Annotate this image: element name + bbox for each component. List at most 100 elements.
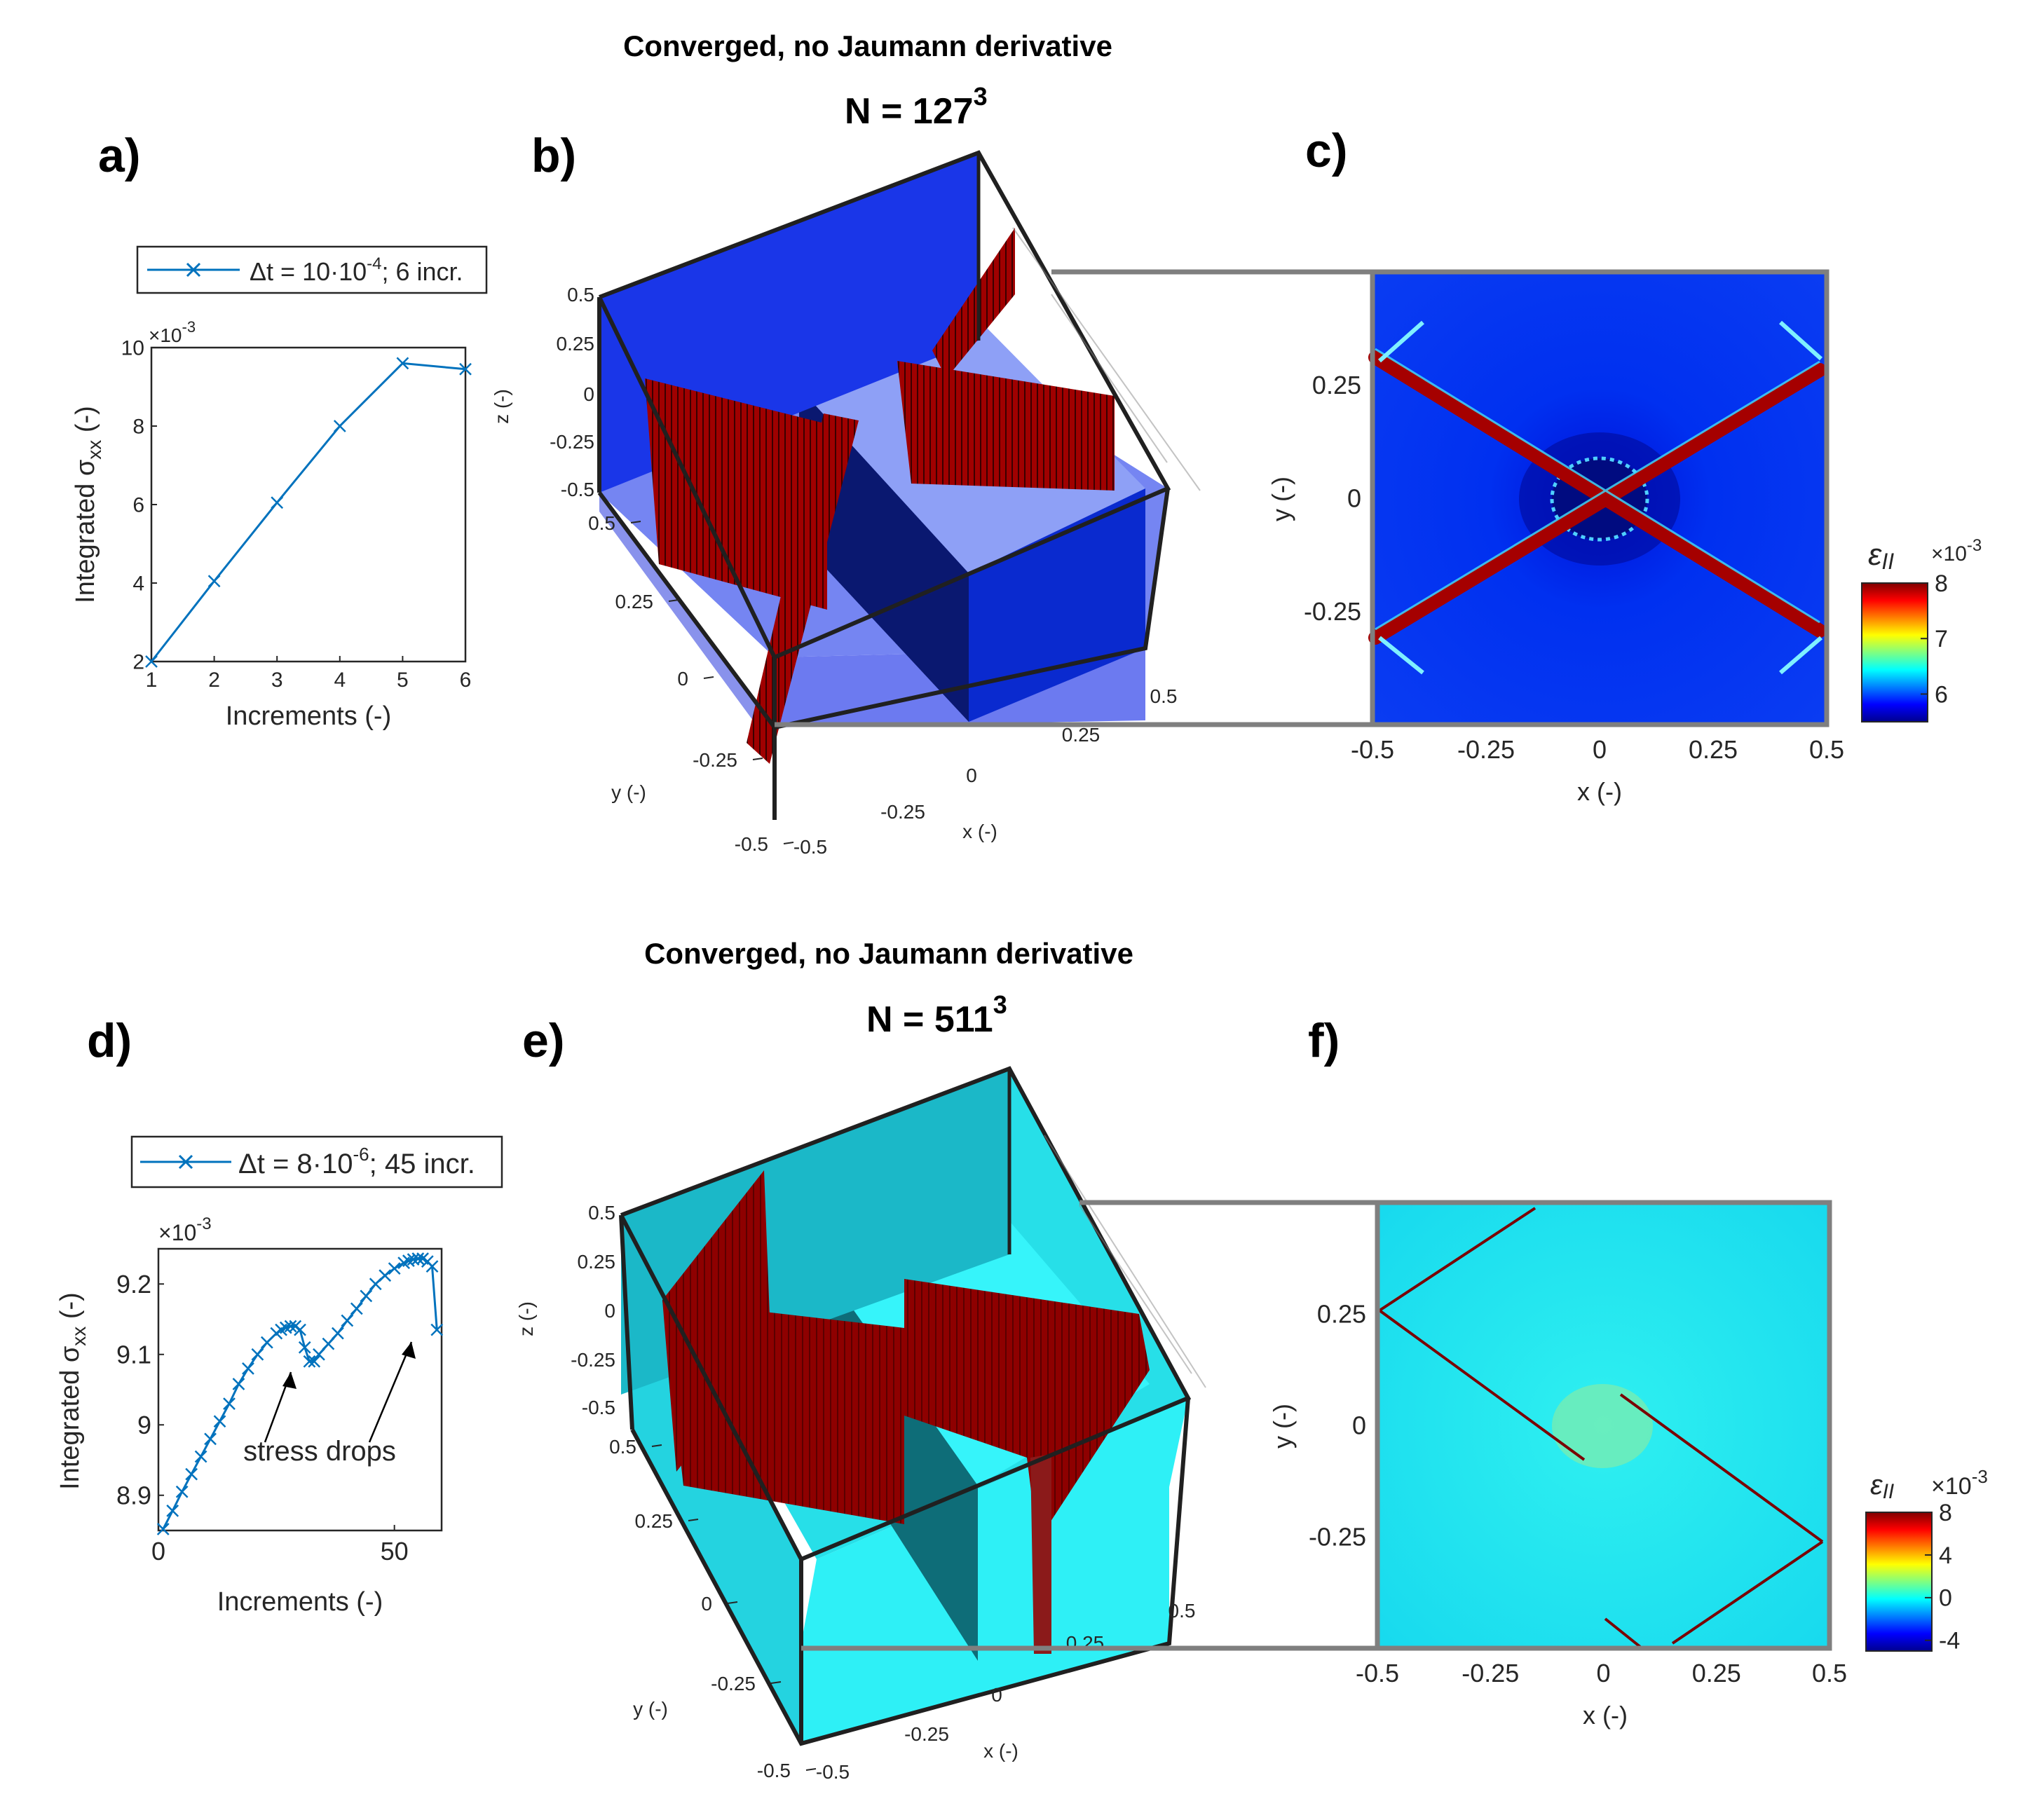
z-tick-label-e: 0	[604, 1300, 615, 1322]
heatmap-f-inclusion	[1552, 1384, 1653, 1468]
data-point-d	[379, 1269, 392, 1282]
x-tick-label-a: 2	[208, 669, 220, 692]
shear-band-e3	[904, 1279, 1150, 1542]
colorbar-tick-label-f: 4	[1939, 1542, 1952, 1569]
panel-label-d: d)	[87, 1014, 132, 1067]
box-edges-b	[597, 150, 1171, 820]
x-axis-label-e: x (-)	[983, 1740, 1018, 1762]
markers-d	[156, 1252, 444, 1535]
y-axis-label-c: y (-)	[1267, 477, 1295, 521]
x-axis-label-c: x (-)	[1577, 777, 1622, 806]
x-tick-label-a: 4	[334, 669, 346, 692]
y-tick-label-e: -0.25	[711, 1673, 756, 1694]
data-point-a	[145, 655, 158, 668]
colorbar-f-scale: ×10-3	[1931, 1466, 1988, 1500]
y-tick-label-a: 2	[132, 651, 144, 674]
data-point-d	[331, 1327, 344, 1340]
y-tick-label-c: 0.25	[1312, 371, 1361, 399]
colorbar-tick-label-f: 8	[1939, 1500, 1952, 1526]
markers-a	[145, 357, 472, 668]
data-point-d	[242, 1362, 254, 1375]
grid-e	[1044, 1135, 1206, 1388]
ticks-c: -0.5 -0.25 0 0.25 0.5 0.25 0 -0.25	[1304, 371, 1844, 764]
y-tick-label-c: -0.25	[1304, 597, 1361, 626]
x-tick-label-b: 0.5	[1150, 685, 1178, 707]
panel-label-a: a)	[98, 129, 140, 182]
z-axis-label-e: z (-)	[515, 1301, 537, 1336]
x-tick-label-a: 1	[146, 669, 158, 692]
y-scale-a: ×10-3	[149, 318, 196, 346]
data-point-a	[459, 362, 472, 376]
y-scale-d: ×10-3	[158, 1214, 212, 1245]
x-tick-label-a: 3	[271, 669, 283, 692]
colorbar-tick-label-c: 8	[1935, 570, 1948, 597]
panel-label-c: c)	[1305, 124, 1347, 177]
arrowhead-d2	[402, 1342, 416, 1359]
y-axis-label-e: y (-)	[633, 1698, 668, 1720]
floor-e-front	[801, 1398, 1188, 1744]
panel-label-f: f)	[1308, 1014, 1340, 1067]
x-tick-label-d: 0	[151, 1537, 165, 1566]
data-point-d	[407, 1253, 420, 1266]
x-axis-label-b: x (-)	[962, 821, 997, 842]
x-tick-label-e: 0	[991, 1684, 1002, 1706]
colorbar-tick-label-c: 7	[1935, 626, 1948, 652]
y-tick-label-b: 0.25	[615, 591, 654, 612]
data-point-d	[284, 1320, 297, 1333]
z-tick-label-b: 0	[583, 383, 594, 405]
data-point-d	[313, 1348, 325, 1361]
y-tick-label-d: 9.2	[116, 1270, 151, 1299]
x-tick-label-f: 0	[1596, 1659, 1610, 1687]
top-title: Converged, no Jaumann derivative	[623, 29, 1112, 62]
data-point-d	[430, 1323, 444, 1336]
data-point-d	[298, 1341, 311, 1354]
legend-a-marker	[186, 262, 201, 278]
data-point-d	[303, 1355, 316, 1368]
y-tick-e	[727, 1601, 738, 1604]
heatmap-c-corner-bands	[1378, 320, 1823, 675]
colorbar-c-label: εII	[1868, 537, 1894, 574]
x-tick-label-d: 50	[381, 1537, 409, 1566]
y-tick-e	[688, 1519, 699, 1521]
panel-c: -0.5 -0.25 0 0.25 0.50.250-0.25 x (-) y (-) …	[1267, 269, 1982, 806]
x-tick-label-e: 0.5	[1169, 1600, 1196, 1622]
y-tick-label-e: 0.5	[609, 1436, 636, 1458]
floor-b-edge	[599, 493, 775, 750]
data-point-d	[402, 1254, 415, 1267]
data-point-d	[232, 1378, 245, 1390]
z-tick-label-e: -0.5	[582, 1397, 615, 1418]
data-point-d	[388, 1262, 401, 1275]
colorbar-c-ticks: 8 7 6	[1921, 570, 1948, 708]
y-axis-label-a: Integrated σxx (-)	[71, 406, 105, 603]
data-point-d	[425, 1260, 439, 1273]
data-point-d	[156, 1523, 170, 1535]
x-tick-label-f: -0.25	[1462, 1659, 1519, 1687]
y-axis-label-b: y (-)	[611, 781, 646, 803]
x-tick-label-c: 0.5	[1809, 735, 1844, 764]
x-tick-label-f: 0.5	[1812, 1659, 1847, 1687]
ticks-b: 0.5 0.25 0 -0.25 -0.5 -0.5 -0.25 0 0.25 0.5 -0.5 -0…	[550, 284, 1177, 858]
data-point-d	[166, 1504, 179, 1517]
data-point-d	[251, 1348, 264, 1361]
zoom-connector-top	[775, 269, 1372, 727]
x-axis-label-a: Increments (-)	[226, 701, 391, 731]
y-tick-label-a: 8	[132, 416, 144, 439]
shear-band-e4	[1030, 1454, 1051, 1654]
y-tick-label-d: 9	[137, 1411, 151, 1439]
bottom-resolution: N = 5113	[866, 990, 1007, 1040]
top-resolution: N = 1273	[845, 82, 988, 132]
data-point-a	[271, 496, 284, 509]
grid-b	[1012, 227, 1201, 491]
data-point-d	[411, 1252, 425, 1265]
x-tick-label-e: -0.25	[904, 1723, 949, 1745]
legend-d-marker	[178, 1154, 193, 1170]
x-tick-label-a: 6	[460, 669, 472, 692]
y-tick-label-f: 0.25	[1317, 1300, 1366, 1329]
x-tick-label-b: 0.25	[1062, 724, 1101, 746]
colorbar-f-label: εII	[1870, 1470, 1894, 1503]
data-point-d	[360, 1289, 373, 1303]
y-tick-label-d: 9.1	[116, 1340, 151, 1369]
y-tick-label-f: -0.25	[1309, 1523, 1366, 1552]
ticks-e: 0.5 0.25 0 -0.25 -0.5 -0.5 -0.25 0 0.25 0.5 -0.5 -0…	[571, 1202, 1195, 1783]
box-edges-e	[619, 1066, 1192, 1746]
